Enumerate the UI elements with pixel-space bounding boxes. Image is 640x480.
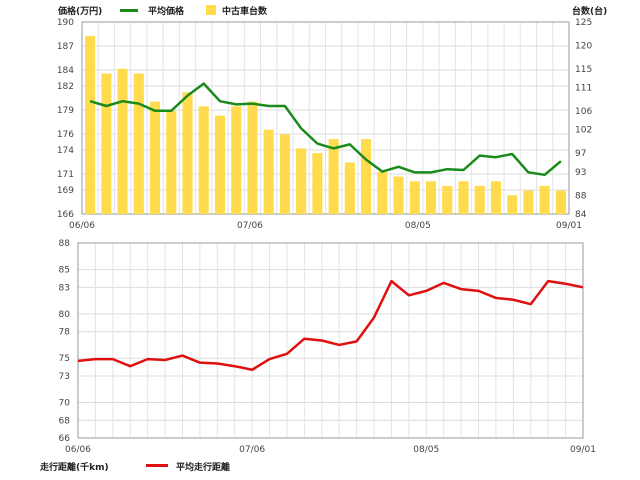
right-tick-label: 111 bbox=[575, 84, 592, 94]
bottom-y-tick-label: 70 bbox=[59, 399, 71, 409]
count-bar bbox=[166, 110, 177, 214]
left-tick-label: 190 bbox=[57, 18, 74, 28]
count-bar bbox=[263, 129, 274, 214]
mileage-line bbox=[77, 279, 584, 371]
bottom-plot-frame bbox=[77, 242, 584, 439]
bottom-y-tick-label: 68 bbox=[59, 416, 71, 426]
bottom-grid bbox=[77, 242, 584, 439]
right-tick-label: 115 bbox=[575, 65, 592, 75]
count-bar bbox=[150, 101, 161, 214]
right-tick-label: 125 bbox=[575, 18, 592, 28]
x-tick-label: 08/05 bbox=[405, 221, 431, 231]
legend-count-swatch bbox=[206, 5, 216, 15]
count-bar bbox=[425, 181, 437, 214]
left-tick-label: 182 bbox=[57, 82, 74, 92]
x-tick-label: 09/01 bbox=[556, 221, 582, 231]
count-bar bbox=[328, 139, 339, 214]
top-axes: 166 169 171 174 176 179 182 184 187 190 84 88 93 97 10… bbox=[57, 18, 593, 231]
price-series-line bbox=[89, 82, 562, 177]
count-bar bbox=[85, 36, 96, 214]
price-count-chart: 166 169 171 174 176 179 182 184 187 190 84 88 93 97 10… bbox=[57, 5, 607, 231]
bottom-y-tick-label: 83 bbox=[59, 283, 70, 293]
right-tick-label: 84 bbox=[575, 210, 587, 220]
right-tick-label: 106 bbox=[575, 107, 592, 117]
left-tick-label: 176 bbox=[57, 130, 74, 140]
legend-mileage-swatch bbox=[146, 464, 168, 467]
count-bar bbox=[490, 181, 501, 214]
left-tick-label: 166 bbox=[57, 210, 74, 220]
left-tick-label: 187 bbox=[57, 42, 74, 52]
count-bar bbox=[377, 171, 388, 214]
left-axis-label: 価格(万円) bbox=[57, 5, 102, 17]
bottom-y-tick-label: 73 bbox=[59, 372, 70, 382]
legend-price-label: 平均価格 bbox=[148, 5, 185, 17]
count-bars bbox=[85, 36, 566, 214]
bottom-axis-label: 走行距離(千km) bbox=[39, 461, 109, 473]
bottom-y-tick-label: 75 bbox=[59, 354, 70, 364]
count-bar bbox=[296, 148, 307, 214]
x-tick-label: 06/06 bbox=[69, 221, 95, 231]
bottom-y-tick-label: 85 bbox=[59, 266, 70, 276]
count-bar bbox=[409, 181, 420, 214]
x-tick-label: 07/06 bbox=[237, 221, 263, 231]
count-bar bbox=[393, 176, 404, 214]
legend-mileage-label: 平均走行距離 bbox=[176, 461, 230, 473]
count-bar bbox=[442, 185, 453, 214]
left-tick-label: 179 bbox=[57, 106, 74, 116]
right-tick-label: 120 bbox=[575, 41, 592, 51]
count-bar bbox=[231, 106, 242, 214]
top-plot-frame bbox=[81, 21, 570, 215]
count-bar bbox=[312, 153, 323, 214]
left-tick-label: 171 bbox=[57, 170, 74, 180]
mileage-chart: 66 68 70 73 75 78 80 83 85 88 06/06 07/06 08/05 09/01… bbox=[39, 239, 596, 473]
count-bar bbox=[247, 101, 258, 214]
count-bar bbox=[507, 195, 518, 214]
right-tick-label: 97 bbox=[575, 149, 586, 159]
bottom-legend: 走行距離(千km) 平均走行距離 bbox=[39, 461, 230, 473]
legend-price-swatch bbox=[120, 9, 138, 12]
bottom-x-tick-label: 07/06 bbox=[239, 445, 265, 455]
bottom-y-tick-label: 66 bbox=[59, 434, 71, 444]
count-bar bbox=[133, 73, 144, 214]
count-bar bbox=[198, 106, 209, 214]
legend-count-label: 中古車台数 bbox=[222, 5, 268, 17]
count-bar bbox=[361, 139, 372, 214]
count-bar bbox=[458, 181, 469, 214]
count-bar bbox=[539, 185, 550, 214]
count-bar bbox=[214, 115, 226, 214]
count-bar bbox=[474, 185, 485, 214]
count-bar bbox=[101, 73, 112, 214]
right-axis-label: 台数(台) bbox=[572, 5, 607, 17]
right-tick-label: 93 bbox=[575, 168, 586, 178]
top-legend: 価格(万円) 平均価格 中古車台数 台数(台) bbox=[57, 5, 607, 17]
right-tick-label: 102 bbox=[575, 126, 592, 136]
count-bar bbox=[555, 190, 566, 214]
right-tick-label: 88 bbox=[575, 191, 587, 201]
mileage-series-line bbox=[77, 279, 584, 371]
count-bar bbox=[117, 68, 128, 214]
count-bar bbox=[523, 190, 534, 214]
bottom-y-tick-label: 80 bbox=[59, 310, 71, 320]
bottom-x-tick-label: 09/01 bbox=[570, 445, 596, 455]
bottom-y-tick-label: 88 bbox=[59, 239, 71, 249]
count-bar bbox=[344, 162, 355, 214]
left-tick-label: 184 bbox=[57, 66, 74, 76]
bottom-x-tick-label: 06/06 bbox=[65, 445, 91, 455]
price-line bbox=[89, 82, 562, 177]
bottom-axes: 66 68 70 73 75 78 80 83 85 88 06/06 07/06 08/05 09/01 bbox=[59, 239, 596, 455]
count-bar bbox=[182, 92, 193, 214]
left-tick-label: 174 bbox=[57, 146, 74, 156]
bottom-y-tick-label: 78 bbox=[59, 328, 71, 338]
count-bar bbox=[279, 134, 290, 214]
left-tick-label: 169 bbox=[57, 186, 74, 196]
bottom-x-tick-label: 08/05 bbox=[413, 445, 439, 455]
